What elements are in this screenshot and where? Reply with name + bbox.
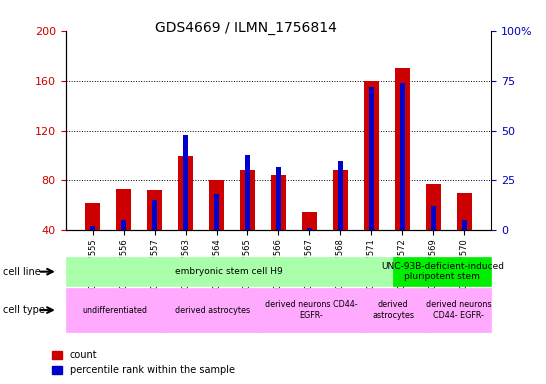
Text: GDS4669 / ILMN_1756814: GDS4669 / ILMN_1756814: [155, 21, 337, 35]
Bar: [364, 81, 379, 280]
Bar: [121, 220, 126, 230]
Bar: [307, 228, 312, 230]
Bar: [302, 212, 317, 280]
Bar: [425, 184, 441, 280]
Text: UNC-93B-deficient-induced
pluripotent stem: UNC-93B-deficient-induced pluripotent st…: [381, 262, 504, 281]
Bar: [400, 83, 405, 230]
Bar: [461, 220, 467, 230]
Bar: [369, 87, 374, 230]
Bar: [271, 175, 286, 280]
Legend: count, percentile rank within the sample: count, percentile rank within the sample: [49, 346, 239, 379]
Bar: [152, 200, 157, 230]
Bar: [456, 193, 472, 280]
Bar: [147, 190, 162, 280]
Text: undifferentiated: undifferentiated: [82, 306, 147, 314]
Bar: [209, 180, 224, 280]
Text: embryonic stem cell H9: embryonic stem cell H9: [175, 267, 283, 276]
Bar: [245, 154, 250, 230]
Bar: [333, 170, 348, 280]
Bar: [337, 161, 343, 230]
Bar: [431, 207, 436, 230]
Text: cell line: cell line: [3, 266, 40, 277]
Bar: [240, 170, 255, 280]
Bar: [214, 194, 219, 230]
Bar: [90, 227, 96, 230]
Text: derived
astrocytes: derived astrocytes: [372, 300, 414, 320]
Bar: [183, 134, 188, 230]
Bar: [85, 203, 100, 280]
Text: derived astrocytes: derived astrocytes: [175, 306, 251, 314]
Bar: [276, 167, 281, 230]
Bar: [116, 189, 132, 280]
Text: derived neurons
CD44- EGFR-: derived neurons CD44- EGFR-: [426, 300, 491, 320]
Bar: [395, 68, 410, 280]
Bar: [178, 156, 193, 280]
Text: cell type: cell type: [3, 305, 45, 315]
Text: derived neurons CD44-
EGFR-: derived neurons CD44- EGFR-: [265, 300, 358, 320]
